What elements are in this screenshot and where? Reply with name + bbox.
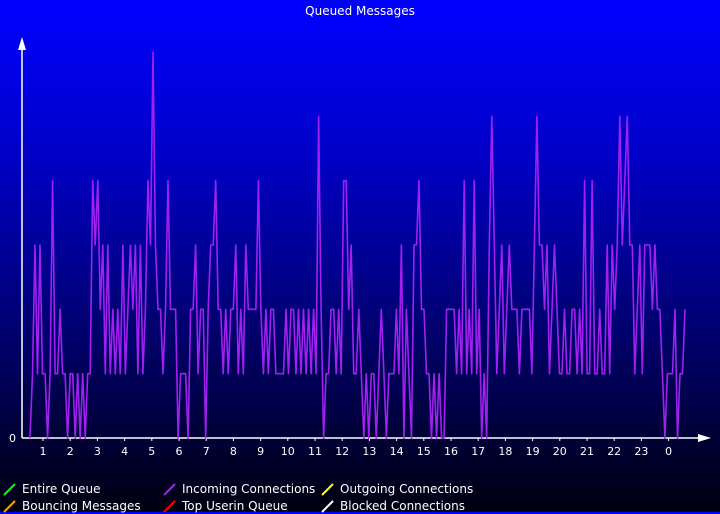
x-tick-label: 5 [148,445,155,458]
x-tick-label: 8 [230,445,237,458]
x-tick-label: 7 [203,445,210,458]
x-tick-label: 22 [607,445,621,458]
legend-item: Bouncing Messages [2,498,141,514]
x-axis-arrow [698,434,711,442]
x-tick-label: 18 [498,445,512,458]
legend-label: Top Userin Queue [182,499,288,513]
legend-item: Incoming Connections [162,481,315,497]
chart: Queued Messages 1 2 3 4 5 6 7 8 9 10 11 12 13 14 15 16 1… [9,4,711,458]
x-tick-label: 13 [362,445,376,458]
x-tick-label: 6 [176,445,183,458]
legend-swatch-icon [162,498,178,514]
legend-item: Outgoing Connections [320,481,473,497]
legend-item: Entire Queue [2,481,101,497]
y-axis-ticks: 0 [9,432,16,445]
x-tick-label: 15 [417,445,431,458]
x-tick-label: 0 [665,445,672,458]
x-tick-label: 23 [634,445,648,458]
x-tick-label: 1 [40,445,47,458]
y-tick-label: 0 [9,432,16,445]
legend-label: Bouncing Messages [22,499,141,513]
legend-swatch-icon [162,481,178,497]
x-tick-label: 4 [121,445,128,458]
x-tick-label: 19 [526,445,540,458]
x-tick-label: 16 [444,445,458,458]
legend-swatch-icon [2,498,18,514]
x-tick-label: 10 [281,445,295,458]
series-layer [29,51,686,439]
legend-label: Entire Queue [22,482,101,496]
series-line-incoming-connections [29,51,686,439]
x-tick-label: 3 [94,445,101,458]
legend-swatch-icon [320,498,336,514]
legend-swatch-icon [2,481,18,497]
legend-item: Top Userin Queue [162,498,288,514]
x-tick-label: 21 [580,445,594,458]
legend-label: Blocked Connections [340,499,465,513]
x-tick-label: 20 [553,445,567,458]
x-tick-label: 11 [308,445,322,458]
legend-label: Outgoing Connections [340,482,474,496]
legend-swatch-icon [320,481,336,497]
x-tick-label: 2 [67,445,74,458]
axes [18,37,711,442]
legend: Entire Queue Bouncing Messages Incoming Co… [0,480,720,514]
legend-item: Blocked Connections [320,498,465,514]
legend-label: Incoming Connections [182,482,316,496]
x-tick-label: 17 [471,445,485,458]
y-axis-arrow [18,37,26,50]
x-tick-label: 9 [257,445,264,458]
x-axis-ticks: 1 2 3 4 5 6 7 8 9 10 11 12 13 14 15 16 17 18 19 20 21 22 23 0 [40,438,672,458]
x-tick-label: 14 [390,445,404,458]
x-tick-label: 12 [335,445,349,458]
chart-title: Queued Messages [305,4,415,18]
